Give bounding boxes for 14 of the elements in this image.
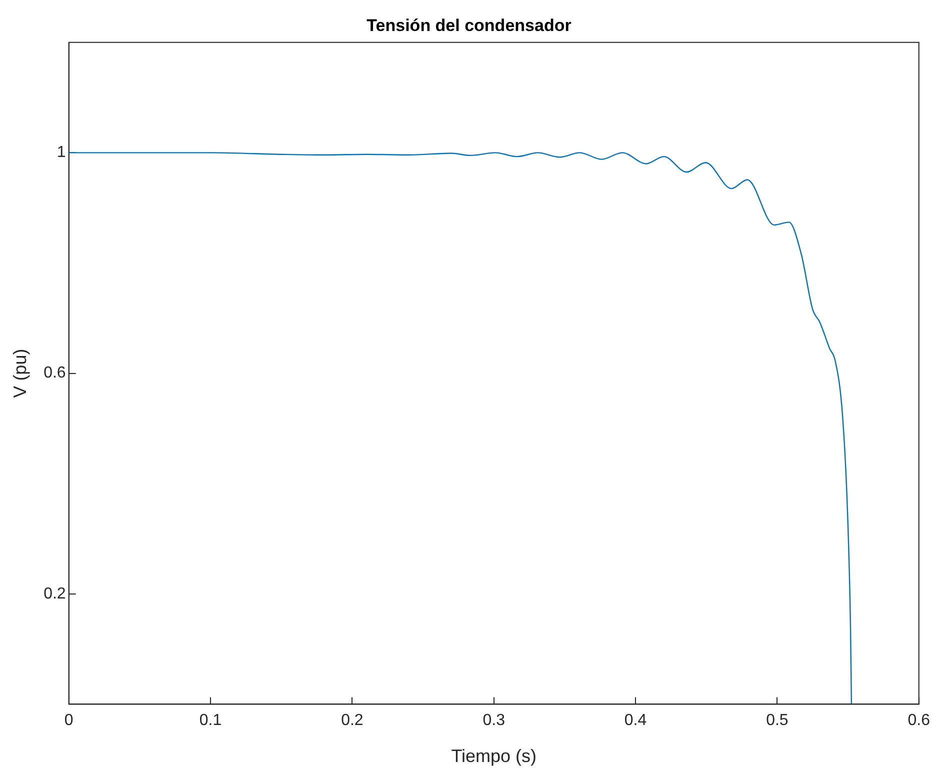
x-axis-title: Tiempo (s): [451, 746, 537, 766]
x-tick-label: 0: [64, 712, 74, 730]
y-axis-title: V (pu): [10, 348, 30, 398]
x-tick-label: 0.6: [908, 712, 930, 730]
x-tick-label: 0.1: [199, 712, 222, 730]
x-tick-label: 0.3: [482, 712, 506, 730]
x-tick-label: 0.2: [341, 712, 364, 730]
line-series: [68, 152, 852, 704]
x-tick-label: 0.5: [766, 712, 788, 730]
x-tick-label: 0.4: [624, 712, 647, 730]
y-tick-label: 0.2: [44, 585, 66, 602]
y-tick-label: 0.6: [44, 364, 66, 382]
y-tick-label: 1: [56, 144, 66, 162]
chart-title: Tensión del condensador: [366, 16, 572, 35]
